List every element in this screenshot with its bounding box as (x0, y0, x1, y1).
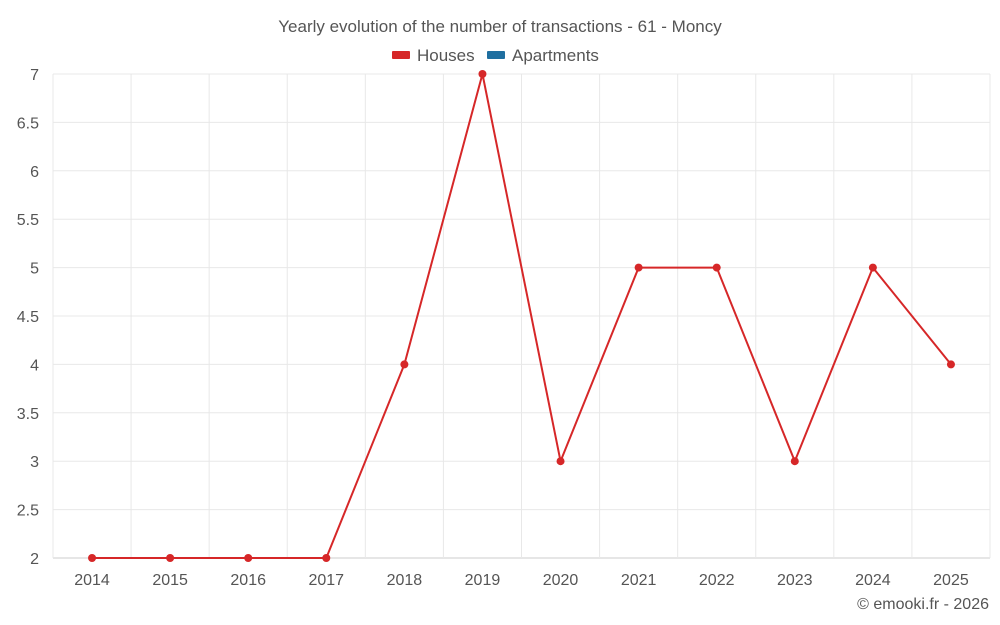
x-tick-label: 2023 (777, 572, 813, 589)
data-point[interactable] (322, 554, 331, 562)
y-tick-label: 5.5 (17, 212, 39, 229)
y-axis-ticks: 2 2.5 3 3.5 4 4.5 5 5.5 6 6.5 7 (17, 67, 39, 568)
data-point[interactable] (400, 360, 409, 369)
x-axis-ticks: 2014 2015 2016 2017 2018 2019 2020 2021 2022 2023… (74, 572, 969, 589)
x-tick-label: 2024 (855, 572, 891, 589)
y-tick-label: 7 (30, 67, 39, 84)
data-point[interactable] (244, 554, 253, 562)
legend: Houses Apartments (392, 46, 599, 65)
data-point[interactable] (634, 263, 643, 272)
y-tick-label: 6.5 (17, 115, 39, 132)
data-point[interactable] (946, 360, 955, 369)
y-tick-label: 3 (30, 454, 39, 471)
y-tick-label: 4 (30, 357, 39, 374)
legend-label-apartments[interactable]: Apartments (512, 46, 599, 65)
y-tick-label: 2.5 (17, 503, 39, 520)
data-point[interactable] (790, 457, 799, 466)
legend-swatch-apartments[interactable] (487, 51, 505, 59)
data-point[interactable] (478, 70, 487, 78)
data-point[interactable] (868, 263, 877, 272)
y-tick-label: 4.5 (17, 309, 39, 326)
x-tick-label: 2017 (308, 572, 344, 589)
y-tick-label: 5 (30, 261, 39, 278)
chart-title: Yearly evolution of the number of transa… (278, 17, 722, 36)
series-line (92, 73, 952, 559)
data-point[interactable] (556, 457, 565, 466)
x-tick-label: 2021 (621, 572, 657, 589)
credit-text: © emooki.fr - 2026 (857, 596, 989, 613)
x-tick-label: 2014 (74, 572, 110, 589)
grid (52, 73, 991, 559)
legend-label-houses[interactable]: Houses (417, 46, 475, 65)
x-tick-label: 2019 (465, 572, 501, 589)
x-tick-label: 2025 (933, 572, 969, 589)
x-tick-label: 2020 (543, 572, 579, 589)
legend-swatch-houses[interactable] (392, 51, 410, 59)
y-tick-label: 6 (30, 164, 39, 181)
x-tick-label: 2018 (387, 572, 423, 589)
data-point[interactable] (166, 554, 175, 562)
x-tick-label: 2015 (152, 572, 188, 589)
series-houses (88, 70, 955, 562)
data-point[interactable] (88, 554, 97, 562)
y-tick-label: 3.5 (17, 406, 39, 423)
y-tick-label: 2 (30, 551, 39, 568)
x-tick-label: 2022 (699, 572, 735, 589)
data-point[interactable] (712, 263, 721, 272)
x-tick-label: 2016 (230, 572, 266, 589)
